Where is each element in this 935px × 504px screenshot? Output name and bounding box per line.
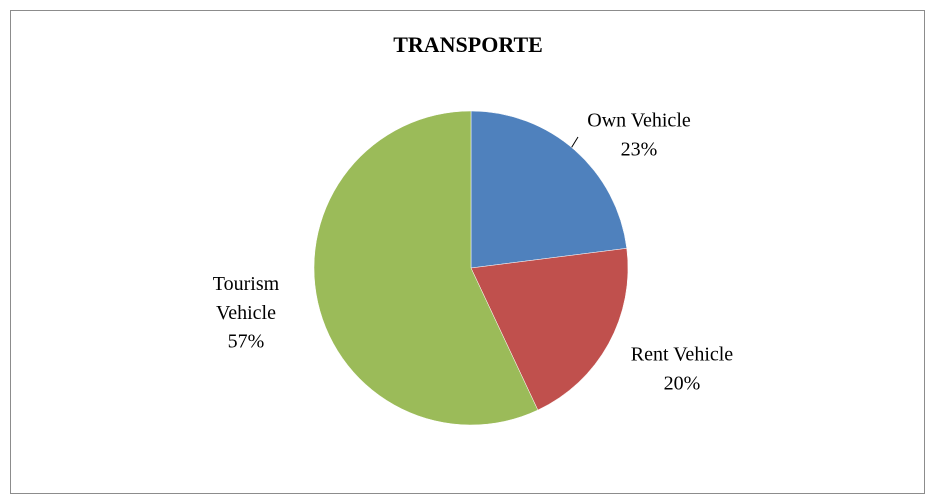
value-label: 20% — [664, 373, 701, 395]
value-label: 57% — [228, 331, 265, 353]
pie-slice — [470, 248, 629, 411]
pie-slice — [470, 110, 628, 269]
category-label: Own Vehicle — [587, 110, 691, 132]
category-label: Rent Vehicle — [631, 344, 734, 366]
pie-slice — [313, 110, 539, 426]
value-label: 23% — [621, 139, 658, 161]
category-label: Tourism Vehicle — [213, 273, 280, 324]
chart-title: TRANSPORTE — [393, 32, 543, 57]
